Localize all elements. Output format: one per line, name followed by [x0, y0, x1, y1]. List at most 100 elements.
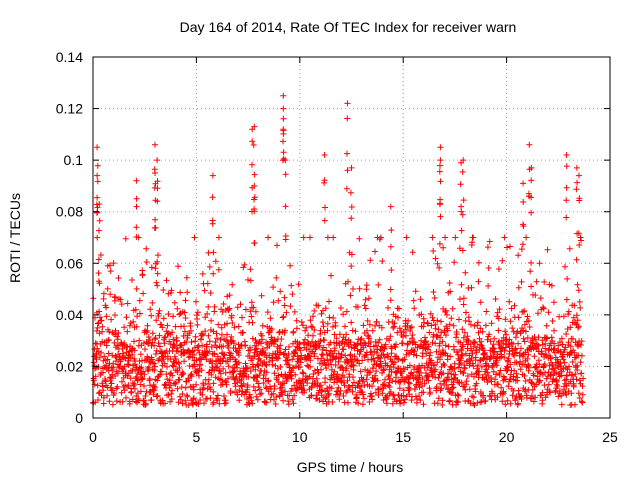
data-point	[506, 298, 513, 305]
data-point	[166, 384, 173, 391]
data-point	[132, 385, 138, 392]
data-point	[372, 248, 378, 255]
data-point	[228, 312, 235, 319]
data-point	[545, 347, 552, 354]
data-point	[541, 361, 548, 368]
data-point	[538, 350, 545, 357]
data-point	[178, 384, 185, 391]
data-point	[170, 336, 177, 343]
data-point	[408, 324, 415, 330]
data-point	[450, 322, 457, 329]
data-point	[94, 345, 101, 352]
data-point	[306, 346, 312, 353]
data-point	[437, 213, 444, 220]
data-point	[131, 381, 138, 388]
data-point	[578, 352, 585, 359]
data-point	[207, 395, 214, 402]
data-point	[322, 375, 329, 382]
data-point	[167, 382, 174, 389]
data-point	[560, 356, 567, 363]
data-point	[400, 392, 407, 399]
data-point	[272, 401, 279, 407]
data-point	[495, 266, 502, 272]
data-point	[247, 308, 254, 315]
data-point	[280, 115, 287, 122]
data-point	[337, 377, 344, 384]
data-point	[94, 172, 101, 179]
data-point	[218, 324, 225, 331]
data-point	[390, 324, 397, 331]
data-point	[117, 356, 124, 363]
data-point	[490, 341, 497, 348]
data-point	[172, 323, 179, 330]
data-point	[554, 383, 561, 390]
data-point	[440, 360, 447, 367]
data-point	[483, 308, 490, 315]
data-point	[525, 317, 532, 324]
data-point	[348, 319, 355, 326]
data-point	[148, 356, 155, 363]
data-point	[315, 302, 322, 309]
data-point	[308, 323, 315, 330]
data-point	[471, 373, 477, 380]
data-point	[90, 377, 97, 384]
data-point	[349, 327, 356, 334]
data-point	[461, 365, 468, 372]
data-point	[345, 343, 352, 350]
data-point	[119, 398, 126, 405]
data-point	[365, 295, 372, 302]
data-point	[446, 398, 453, 405]
data-point	[521, 321, 528, 328]
data-point	[563, 296, 570, 303]
data-point	[458, 379, 465, 386]
data-point	[432, 255, 439, 262]
x-tick-label: 20	[499, 429, 515, 445]
data-point	[358, 335, 365, 342]
data-point	[317, 327, 324, 334]
data-point	[397, 400, 404, 407]
y-tick-label: 0.08	[56, 204, 83, 220]
data-point	[203, 349, 210, 356]
data-point	[375, 281, 382, 288]
data-point	[386, 384, 393, 390]
data-point	[206, 338, 213, 345]
data-point	[299, 378, 306, 385]
data-point	[130, 318, 137, 325]
data-point	[289, 385, 295, 392]
data-point	[472, 388, 479, 395]
data-point	[111, 390, 118, 397]
data-point	[300, 370, 307, 377]
data-point	[496, 372, 503, 378]
data-point	[156, 307, 163, 314]
data-point	[275, 372, 282, 379]
data-point	[343, 308, 350, 315]
data-point	[200, 331, 206, 338]
data-point	[578, 370, 585, 377]
data-point	[302, 336, 309, 343]
data-point	[221, 400, 228, 407]
data-point	[105, 350, 112, 357]
data-point	[92, 373, 99, 380]
data-point	[142, 393, 149, 399]
data-point	[497, 367, 504, 374]
data-point	[316, 342, 323, 349]
data-point	[104, 285, 111, 292]
data-point	[285, 401, 292, 408]
data-point	[183, 339, 190, 345]
data-point	[427, 349, 434, 356]
data-point	[563, 372, 570, 379]
data-point	[115, 275, 122, 281]
data-point	[235, 359, 242, 366]
data-point	[343, 331, 350, 338]
data-point	[428, 322, 435, 329]
data-point	[182, 315, 189, 321]
data-point	[369, 327, 376, 334]
data-point	[253, 373, 260, 380]
data-point	[478, 344, 485, 351]
data-point	[377, 358, 384, 365]
data-point	[409, 332, 416, 338]
data-point	[260, 380, 267, 386]
data-point	[134, 313, 141, 320]
data-point	[421, 380, 428, 387]
data-point	[100, 400, 107, 407]
